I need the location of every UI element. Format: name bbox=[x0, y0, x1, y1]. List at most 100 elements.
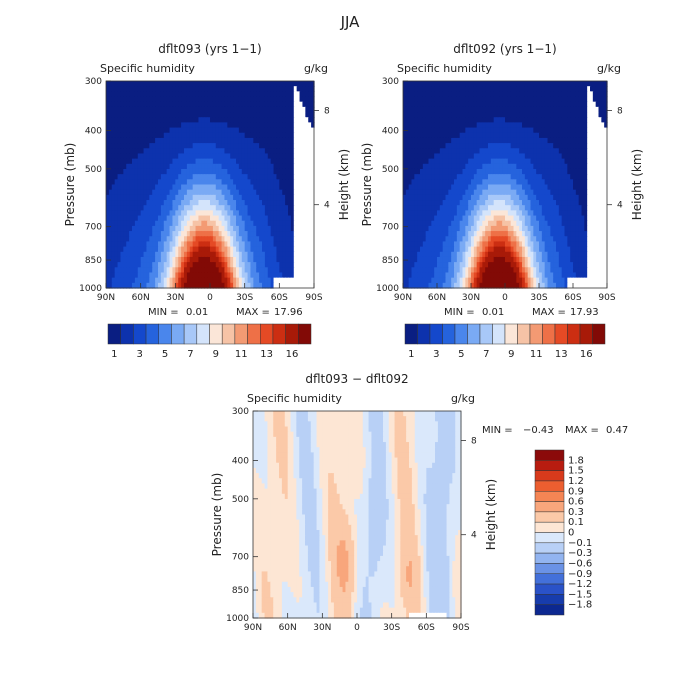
contour-cell bbox=[201, 122, 205, 129]
contour-cell bbox=[437, 96, 441, 103]
contour-cell bbox=[215, 215, 220, 222]
contour-cell bbox=[482, 112, 486, 118]
contour-cell bbox=[256, 101, 260, 108]
contour-cell bbox=[126, 122, 130, 129]
contour-cell bbox=[178, 132, 182, 139]
contour-cell bbox=[479, 200, 483, 206]
contour-cell bbox=[218, 117, 223, 123]
contour-cell bbox=[454, 101, 458, 108]
contour-cell bbox=[247, 277, 252, 284]
contour-cell bbox=[524, 158, 529, 165]
contour-cell bbox=[578, 179, 583, 186]
contour-cell bbox=[465, 86, 469, 92]
contour-cell bbox=[465, 200, 469, 206]
contour-cell bbox=[149, 179, 153, 186]
contour-cell bbox=[149, 174, 153, 180]
contour-cell bbox=[505, 81, 509, 87]
contour-cell bbox=[195, 106, 200, 113]
colorbar-swatch bbox=[209, 323, 223, 345]
contour-cell bbox=[140, 163, 145, 170]
contour-cell bbox=[262, 112, 266, 118]
contour-cell bbox=[227, 236, 231, 243]
contour-cell bbox=[567, 148, 571, 155]
contour-cell bbox=[601, 143, 605, 149]
contour-cell bbox=[108, 112, 113, 118]
contour-cell bbox=[270, 251, 275, 258]
contour-cell bbox=[224, 122, 228, 129]
contour-cell bbox=[120, 251, 124, 258]
contour-cell bbox=[516, 143, 520, 149]
contour-cell bbox=[146, 148, 150, 155]
contour-cell bbox=[198, 184, 202, 191]
contour-cell bbox=[160, 277, 165, 284]
contour-cell bbox=[510, 132, 515, 139]
contour-cell bbox=[556, 184, 560, 191]
contour-cell bbox=[123, 132, 127, 139]
contour-cell bbox=[178, 174, 182, 180]
contour-cell bbox=[522, 179, 526, 186]
contour-cell bbox=[227, 246, 231, 253]
contour-cell bbox=[285, 256, 289, 263]
contour-cell bbox=[288, 262, 292, 268]
contour-cell bbox=[175, 179, 179, 186]
contour-cell bbox=[178, 262, 182, 268]
contour-cell bbox=[233, 200, 237, 206]
contour-cell bbox=[152, 256, 156, 263]
contour-cell bbox=[178, 158, 182, 165]
contour-cell bbox=[561, 194, 566, 201]
contour-cell bbox=[485, 91, 489, 98]
contour-cell bbox=[259, 184, 263, 191]
contour-cell bbox=[417, 117, 421, 123]
contour-cell bbox=[120, 267, 124, 274]
contour-cell bbox=[276, 112, 280, 118]
contour-cell bbox=[279, 272, 283, 279]
contour-cell bbox=[230, 179, 234, 186]
contour-cell bbox=[490, 106, 495, 113]
contour-cell bbox=[282, 262, 286, 268]
contour-cell bbox=[160, 241, 165, 248]
contour-cell bbox=[134, 184, 139, 191]
contour-cell bbox=[238, 174, 243, 180]
contour-cell bbox=[485, 174, 489, 180]
contour-cell bbox=[198, 215, 202, 222]
contour-cell bbox=[241, 158, 246, 165]
contour-cell bbox=[465, 168, 469, 175]
contour-cell bbox=[247, 122, 252, 129]
contour-cell bbox=[417, 174, 421, 180]
contour-cell bbox=[462, 86, 466, 92]
contour-cell bbox=[513, 101, 517, 108]
contour-cell bbox=[408, 122, 413, 129]
contour-cell bbox=[422, 189, 427, 196]
contour-cell bbox=[296, 246, 301, 253]
contour-cell bbox=[601, 122, 605, 129]
contour-cell bbox=[152, 112, 156, 118]
contour-cell bbox=[553, 163, 557, 170]
contour-cell bbox=[550, 122, 554, 129]
contour-cell bbox=[207, 112, 211, 118]
contour-cell bbox=[420, 122, 424, 129]
contour-cell bbox=[106, 184, 110, 191]
contour-cell bbox=[155, 210, 159, 217]
contour-cell bbox=[539, 148, 543, 155]
contour-cell bbox=[259, 272, 263, 279]
contour-cell bbox=[233, 184, 237, 191]
contour-cell bbox=[556, 137, 560, 144]
contour-cell bbox=[134, 205, 139, 211]
contour-cell bbox=[181, 179, 185, 186]
contour-cell bbox=[149, 225, 153, 232]
contour-cell bbox=[262, 122, 266, 129]
contour-cell bbox=[215, 148, 220, 155]
contour-cell bbox=[282, 282, 286, 289]
contour-cell bbox=[264, 117, 269, 123]
contour-cell bbox=[241, 127, 246, 134]
contour-cell bbox=[468, 106, 472, 113]
contour-cell bbox=[134, 277, 139, 284]
contour-cell bbox=[215, 194, 220, 201]
contour-cell bbox=[425, 122, 430, 129]
contour-cell bbox=[215, 81, 220, 87]
contour-cell bbox=[273, 158, 278, 165]
contour-cell bbox=[592, 148, 597, 155]
contour-cell bbox=[155, 184, 159, 191]
contour-cell bbox=[218, 158, 223, 165]
contour-cell bbox=[459, 132, 464, 139]
